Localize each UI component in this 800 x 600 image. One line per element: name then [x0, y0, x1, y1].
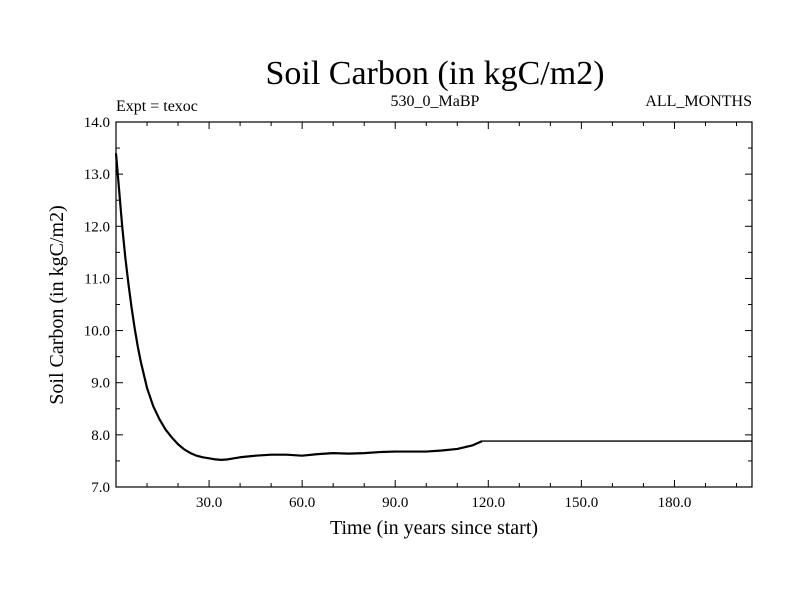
- y-tick-label: 14.0: [84, 115, 110, 131]
- y-tick-label: 13.0: [84, 167, 110, 183]
- period-label: 530_0_MaBP: [391, 93, 480, 110]
- x-tick-label: 150.0: [564, 495, 598, 511]
- x-tick-label: 60.0: [289, 495, 315, 511]
- experiment-label: Expt = texoc: [116, 98, 198, 115]
- y-tick-label: 9.0: [91, 376, 110, 392]
- y-tick-label: 12.0: [84, 219, 110, 235]
- y-tick-label: 11.0: [84, 271, 110, 287]
- soil-carbon-series-line: [114, 153, 483, 461]
- chart-title: Soil Carbon (in kgC/m2): [265, 55, 604, 92]
- x-tick-label: 120.0: [471, 495, 505, 511]
- y-tick-label: 8.0: [91, 428, 110, 444]
- y-tick-label: 7.0: [91, 480, 110, 496]
- x-tick-label: 180.0: [658, 495, 692, 511]
- x-tick-label: 90.0: [382, 495, 408, 511]
- x-tick-label: 30.0: [196, 495, 222, 511]
- y-tick-label: 10.0: [84, 324, 110, 340]
- y-axis-label: Soil Carbon (in kgC/m2): [46, 205, 68, 404]
- plot-frame: [115, 121, 753, 488]
- months-label: ALL_MONTHS: [645, 93, 752, 110]
- x-axis-label: Time (in years since start): [330, 517, 538, 539]
